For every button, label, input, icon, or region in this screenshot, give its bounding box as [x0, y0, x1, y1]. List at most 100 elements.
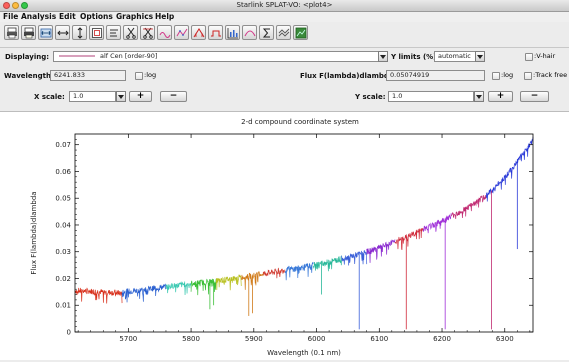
fit-horizontal-button[interactable]: [55, 25, 70, 40]
displaying-combo[interactable]: alf Cen [order-90]: [53, 51, 379, 62]
xscale-dropdown-button[interactable]: [116, 91, 126, 102]
x-tick-label-3: 6000: [308, 335, 326, 343]
spectrum-segment-9: [341, 249, 368, 266]
x-tick-label-5: 6200: [433, 335, 451, 343]
properties-button[interactable]: [106, 25, 121, 40]
displaying-dropdown-button[interactable]: [378, 51, 388, 62]
xscale-decrease-button[interactable]: −: [160, 91, 187, 102]
y-tick-label-7: 0.07: [55, 141, 71, 149]
stats-button[interactable]: [259, 25, 274, 40]
vhair-checkbox[interactable]: [525, 53, 533, 61]
spectrum-segment-12: [422, 212, 452, 234]
menu-edit[interactable]: Edit: [59, 12, 76, 21]
ylimits-combo[interactable]: automatic: [434, 51, 476, 62]
x-tick-label-6: 6300: [496, 335, 514, 343]
menu-options[interactable]: Options: [80, 12, 113, 21]
x-axis-label: Wavelength (0.1 nm): [267, 349, 341, 357]
spectrum-segment-3: [190, 278, 217, 296]
smooth-button[interactable]: [242, 25, 257, 40]
fit-line-button[interactable]: [157, 25, 172, 40]
yscale-decrease-button[interactable]: −: [520, 91, 549, 102]
x-tick-label-4: 6100: [370, 335, 388, 343]
zoom-window-button[interactable]: [21, 2, 28, 9]
chevron-down-icon: [476, 94, 482, 99]
zoom-region-icon: [91, 27, 102, 38]
flux-label: Flux F(lambda)dlambda:: [300, 72, 397, 80]
wavelength-label: Wavelength:: [4, 72, 54, 80]
trackfree-label: :Track free: [533, 71, 568, 79]
spectrum-segment-2: [165, 281, 192, 295]
spectrum-segment-10: [366, 239, 396, 263]
chevron-down-icon: [477, 54, 483, 59]
image-button[interactable]: [293, 25, 308, 40]
menu-graphics[interactable]: Graphics: [116, 12, 154, 21]
menu-file[interactable]: File: [3, 12, 19, 21]
interpolate-icon: [193, 27, 204, 37]
yscale-increase-button[interactable]: +: [488, 91, 513, 102]
fit-width-button[interactable]: [38, 25, 53, 40]
toolbar: [0, 23, 569, 48]
cut-icon: [125, 27, 136, 39]
x-tick-label-1: 5800: [182, 335, 200, 343]
spectrum-line-sample: [59, 55, 95, 57]
ranges-button[interactable]: [225, 25, 240, 40]
print-button[interactable]: [4, 25, 19, 40]
menu-help[interactable]: Help: [155, 12, 175, 21]
vhair-label: :V-hair: [534, 52, 556, 60]
smooth-icon: [244, 30, 255, 36]
fit-polynomial-button[interactable]: [174, 25, 189, 40]
fit-horizontal-icon: [56, 30, 69, 35]
flux-log-checkbox[interactable]: [492, 72, 500, 80]
y-tick-label-1: 0.01: [55, 302, 71, 310]
minimize-window-button[interactable]: [12, 2, 19, 9]
fit-line-icon: [159, 31, 170, 38]
plot-frame: [74, 133, 534, 333]
spectrum-plot[interactable]: 2-d compound coordinate system 5700 5800 5…: [0, 112, 569, 360]
xscale-increase-button[interactable]: +: [129, 91, 152, 102]
uncut-button[interactable]: [140, 25, 155, 40]
y-tick-label-6: 0.06: [55, 168, 71, 176]
spectrum-segment-13: [451, 195, 487, 220]
spectrum-segment-4: [215, 274, 242, 291]
trackfree-checkbox[interactable]: [524, 72, 532, 80]
flux-field[interactable]: 0.05074919: [386, 70, 485, 81]
fit-vertical-icon: [77, 26, 82, 39]
ylimits-dropdown-button[interactable]: [475, 51, 485, 62]
flux-log-label: :log: [501, 71, 514, 79]
line-properties-icon: [210, 30, 221, 36]
close-window-button[interactable]: [3, 2, 10, 9]
wavelength-value: 6241.833: [54, 71, 86, 79]
xscale-combo[interactable]: 1.0: [69, 91, 116, 102]
plot-panel[interactable]: 2-d compound coordinate system 5700 5800 5…: [0, 111, 569, 360]
print-postscript-button[interactable]: [21, 25, 36, 40]
chevron-down-icon: [380, 54, 386, 59]
spectrum-segment-8: [313, 255, 342, 272]
zoom-region-button[interactable]: [89, 25, 104, 40]
properties-icon: [109, 29, 118, 36]
print-postscript-icon: [23, 27, 34, 38]
yscale-combo[interactable]: 1.0: [388, 91, 474, 102]
fit-polynomial-icon: [176, 28, 187, 36]
interpolate-button[interactable]: [191, 25, 206, 40]
spectrum-segment-1: [121, 283, 167, 303]
y-tick-label-2: 0.02: [55, 275, 71, 283]
spectrum-segment-11: [394, 228, 424, 251]
cut-button[interactable]: [123, 25, 138, 40]
wavelength-log-checkbox[interactable]: [135, 72, 143, 80]
ylimits-value: automatic: [438, 52, 471, 60]
y-tick-label-3: 0.03: [55, 248, 71, 256]
displaying-label: Displaying:: [5, 53, 50, 61]
y-tick-label-5: 0.05: [55, 195, 71, 203]
compare-button[interactable]: [276, 25, 291, 40]
window-title-bar: Starlink SPLAT-VO: <plot4>: [0, 0, 569, 12]
line-properties-button[interactable]: [208, 25, 223, 40]
spectrum-segment-5: [240, 271, 264, 290]
menu-analysis[interactable]: Analysis: [21, 12, 57, 21]
wavelength-field[interactable]: 6241.833: [50, 70, 126, 81]
yscale-dropdown-button[interactable]: [474, 91, 484, 102]
print-icon: [6, 27, 17, 38]
fit-vertical-button[interactable]: [72, 25, 87, 40]
spectrum-segment-6: [262, 267, 286, 279]
xscale-value: 1.0: [73, 92, 84, 100]
wavelength-log-label: :log: [144, 71, 157, 79]
